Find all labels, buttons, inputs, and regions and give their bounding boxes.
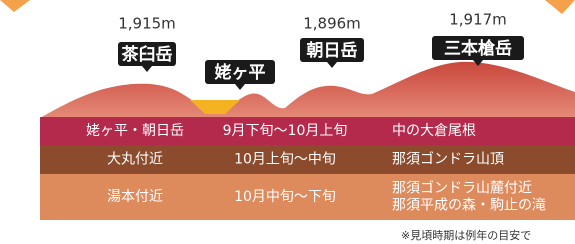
elevation: 1,896m xyxy=(303,15,361,33)
area-cell: 姥ヶ平・朝日岳 xyxy=(86,123,184,139)
area-cell: 大丸付近 xyxy=(107,152,163,168)
mountain-name: 三本槍岳 xyxy=(444,38,512,59)
name-pointer xyxy=(235,84,245,90)
mountain-name: 茶臼岳 xyxy=(122,44,173,65)
period-cell: 10月中旬〜下旬 xyxy=(234,189,336,205)
mountain-name: 姥ヶ平 xyxy=(215,62,266,83)
name-pointer xyxy=(327,62,337,68)
corner-decoration xyxy=(0,0,30,12)
diagram: 1,915m 茶臼岳姥ヶ平 1,896m 朝日岳 1,917m 三本槍岳姥ヶ平・朝日岳 9月… xyxy=(0,0,575,244)
spot-cell: 那須ゴンドラ山麓付近 xyxy=(392,180,532,197)
corner-decoration xyxy=(545,0,575,14)
period-cell: 10月上旬〜中旬 xyxy=(234,152,336,168)
elevation: 1,917m xyxy=(449,11,507,29)
name-pointer xyxy=(142,66,152,72)
footnote: ※見頃時期は例年の目安で xyxy=(401,228,531,242)
elevation: 1,915m xyxy=(118,15,176,33)
mountain-name: 朝日岳 xyxy=(307,40,358,61)
area-cell: 湯本付近 xyxy=(107,188,163,205)
spot-cell: 那須ゴンドラ山頂 xyxy=(392,151,504,168)
spot-cell: 中の大倉尾根 xyxy=(392,123,476,139)
mountain-silhouette xyxy=(40,62,575,118)
period-cell: 9月下旬〜10月上旬 xyxy=(223,123,348,139)
spot-cell: 那須平成の森・駒止の滝 xyxy=(392,198,546,214)
